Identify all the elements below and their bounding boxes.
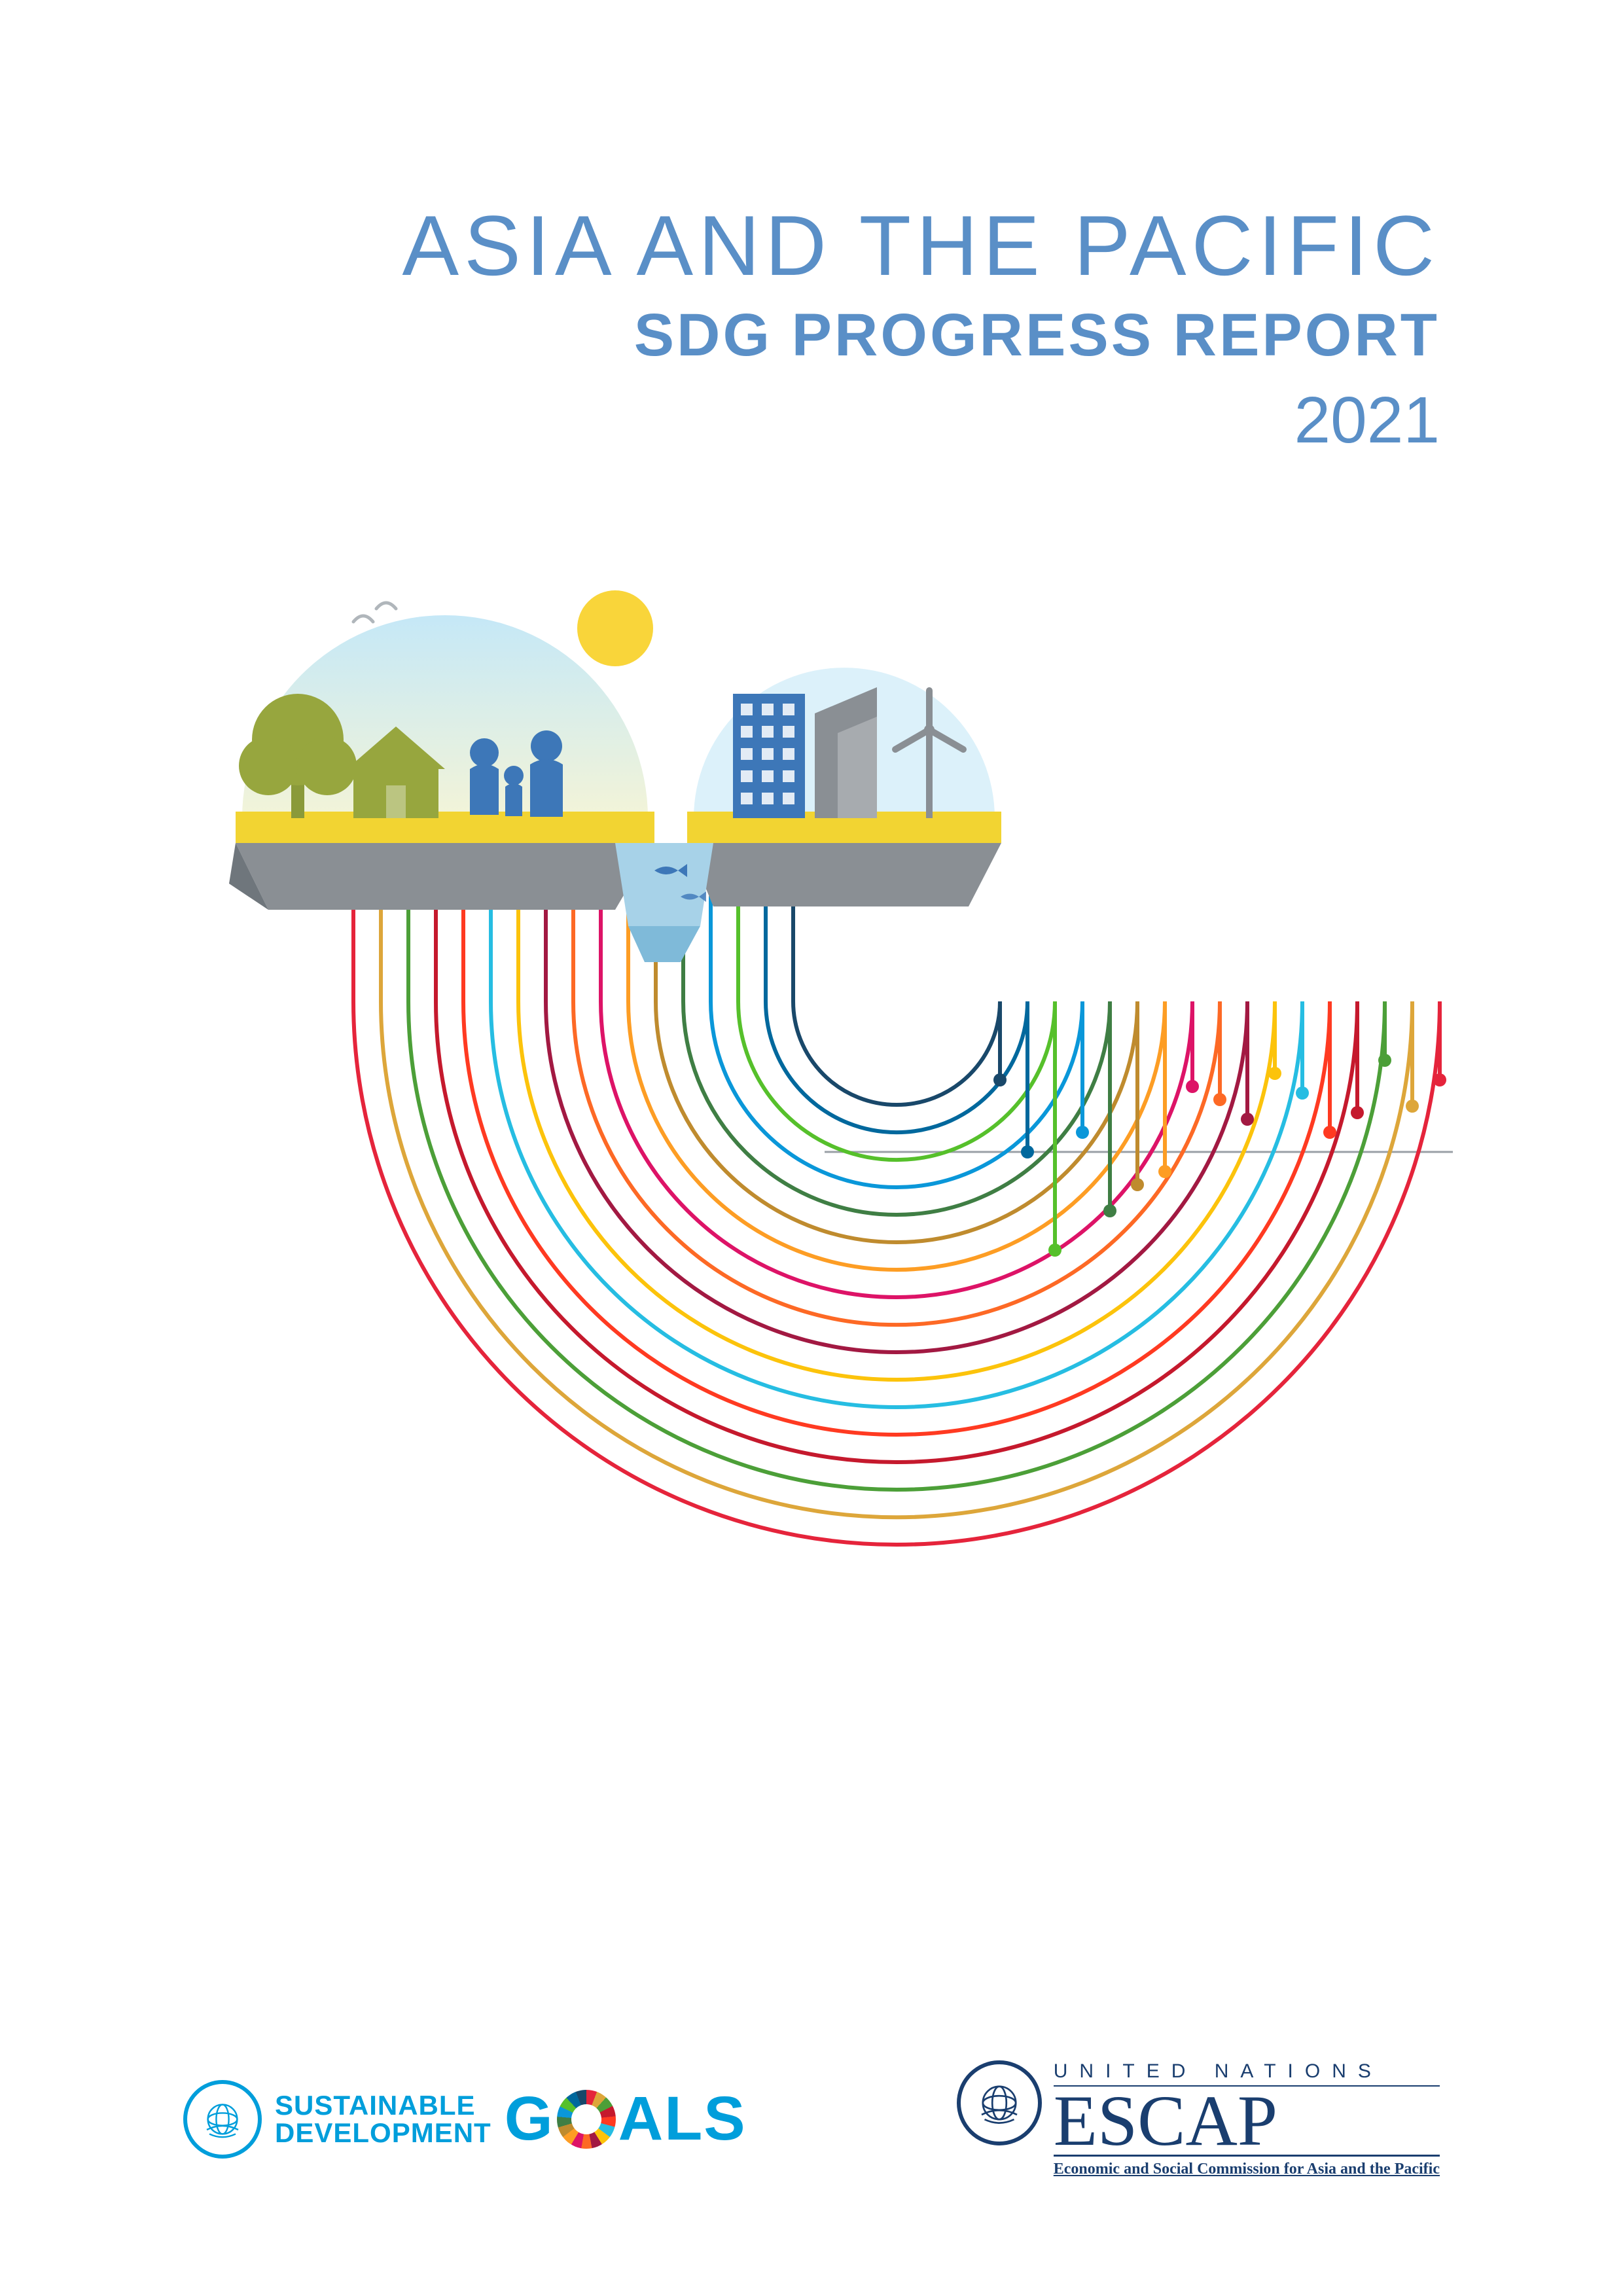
sdg-color-wheel-icon: [557, 2090, 616, 2149]
escap-subtitle: Economic and Social Commission for Asia …: [1054, 2161, 1440, 2178]
un-emblem-icon: [183, 2080, 262, 2159]
sdg-letters-als: ALS: [618, 2083, 747, 2155]
sdg-logo: SUSTAINABLE DEVELOPMENT G ALS: [183, 2080, 747, 2159]
sdg-letter-g: G: [505, 2083, 554, 2155]
title-line-1: ASIA AND THE PACIFIC: [402, 196, 1440, 295]
cover-illustration: [157, 543, 1466, 1852]
report-title-block: ASIA AND THE PACIFIC SDG PROGRESS REPORT…: [402, 196, 1440, 458]
sdg-word-development: DEVELOPMENT: [275, 2119, 491, 2147]
cover-svg: [157, 543, 1466, 1918]
sdg-word-sustainable: SUSTAINABLE: [275, 2092, 491, 2119]
title-line-2: SDG PROGRESS REPORT: [402, 301, 1440, 370]
escap-main-wordmark: ESCAP: [1054, 2087, 1440, 2157]
sdg-text: SUSTAINABLE DEVELOPMENT: [275, 2092, 491, 2147]
escap-logo: UNITED NATIONS ESCAP Economic and Social…: [957, 2060, 1440, 2179]
title-year: 2021: [402, 383, 1440, 458]
un-emblem-escap-icon: [957, 2060, 1042, 2145]
footer-logos: SUSTAINABLE DEVELOPMENT G ALS UNITED NAT…: [0, 2060, 1623, 2179]
escap-text: UNITED NATIONS ESCAP Economic and Social…: [1054, 2060, 1440, 2179]
sdg-goals-wordmark: G ALS: [505, 2083, 747, 2155]
